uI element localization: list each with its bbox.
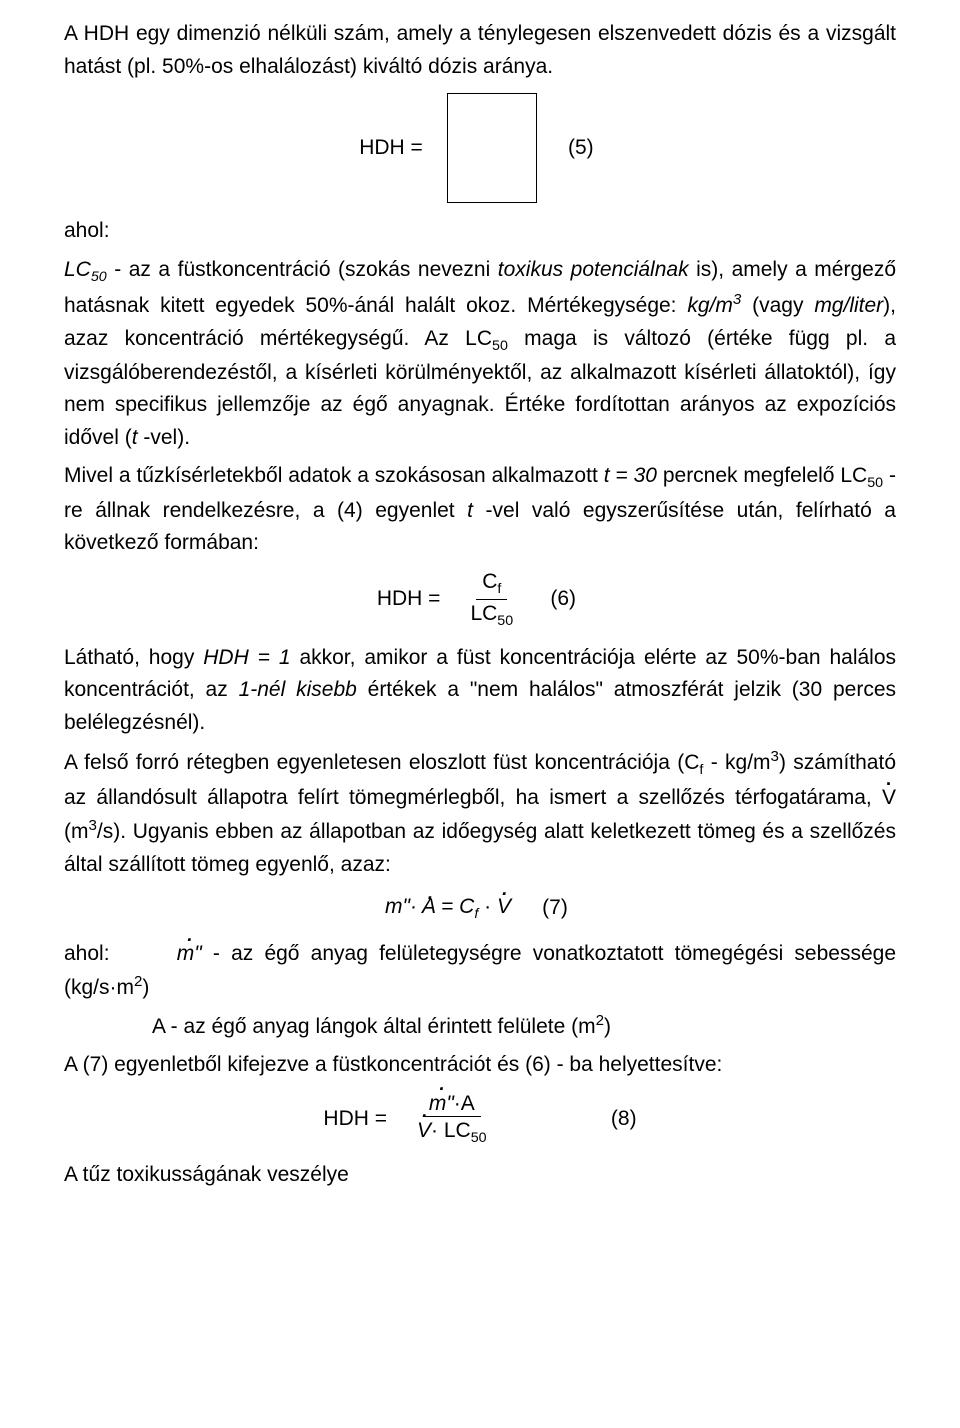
- paragraph-intro: A HDH egy dimenzió nélküli szám, amely a…: [64, 18, 896, 83]
- eq5-number: (5): [561, 132, 601, 165]
- eq5-placeholder-box: [447, 93, 537, 203]
- eq7-number: (7): [535, 892, 575, 925]
- equation-5: HDH = (5): [64, 93, 896, 203]
- eq6-fraction: Cf LC50: [464, 570, 519, 630]
- v-dot-symbol: V: [882, 782, 896, 815]
- def-area: A - az égő anyag lángok által érintett f…: [152, 1015, 596, 1038]
- paragraph-toxicity: A tűz toxikusságának veszélye: [64, 1159, 896, 1192]
- equation-7: m"· A = Cf · V (7): [64, 891, 896, 925]
- paragraph-subst: A (7) egyenletből kifejezve a füstkoncen…: [64, 1049, 896, 1082]
- equation-6: HDH = Cf LC50 (6): [64, 570, 896, 630]
- eq5-lhs: HDH =: [359, 132, 423, 165]
- paragraph-hdh1: Látható, hogy HDH = 1 akkor, amikor a fü…: [64, 642, 896, 740]
- definition-lc50: LC50 - az a füstkoncentráció (szokás nev…: [64, 254, 896, 455]
- eq7-body: m"· A = Cf · V: [385, 891, 511, 925]
- ahol-label-2: ahol:: [64, 942, 110, 965]
- definitions-block: ahol: m" - az égő anyag felületegységre …: [64, 938, 896, 1044]
- eq8-fraction: m"·A V· LC50: [411, 1092, 493, 1147]
- eq8-number: (8): [517, 1103, 637, 1136]
- paragraph-upper-layer: A felső forró rétegben egyenletesen elos…: [64, 745, 896, 881]
- paragraph-simplify: Mivel a tűzkísérletekből adatok a szokás…: [64, 460, 896, 559]
- equation-8: HDH = m"·A V· LC50 (8): [64, 1092, 896, 1147]
- lc50-symbol: LC50: [64, 258, 107, 281]
- eq6-number: (6): [543, 583, 583, 616]
- m-dot-symbol: m": [177, 938, 202, 971]
- eq6-lhs: HDH =: [377, 583, 441, 616]
- eq8-lhs: HDH =: [323, 1103, 387, 1136]
- ahol-label-1: ahol:: [64, 215, 896, 248]
